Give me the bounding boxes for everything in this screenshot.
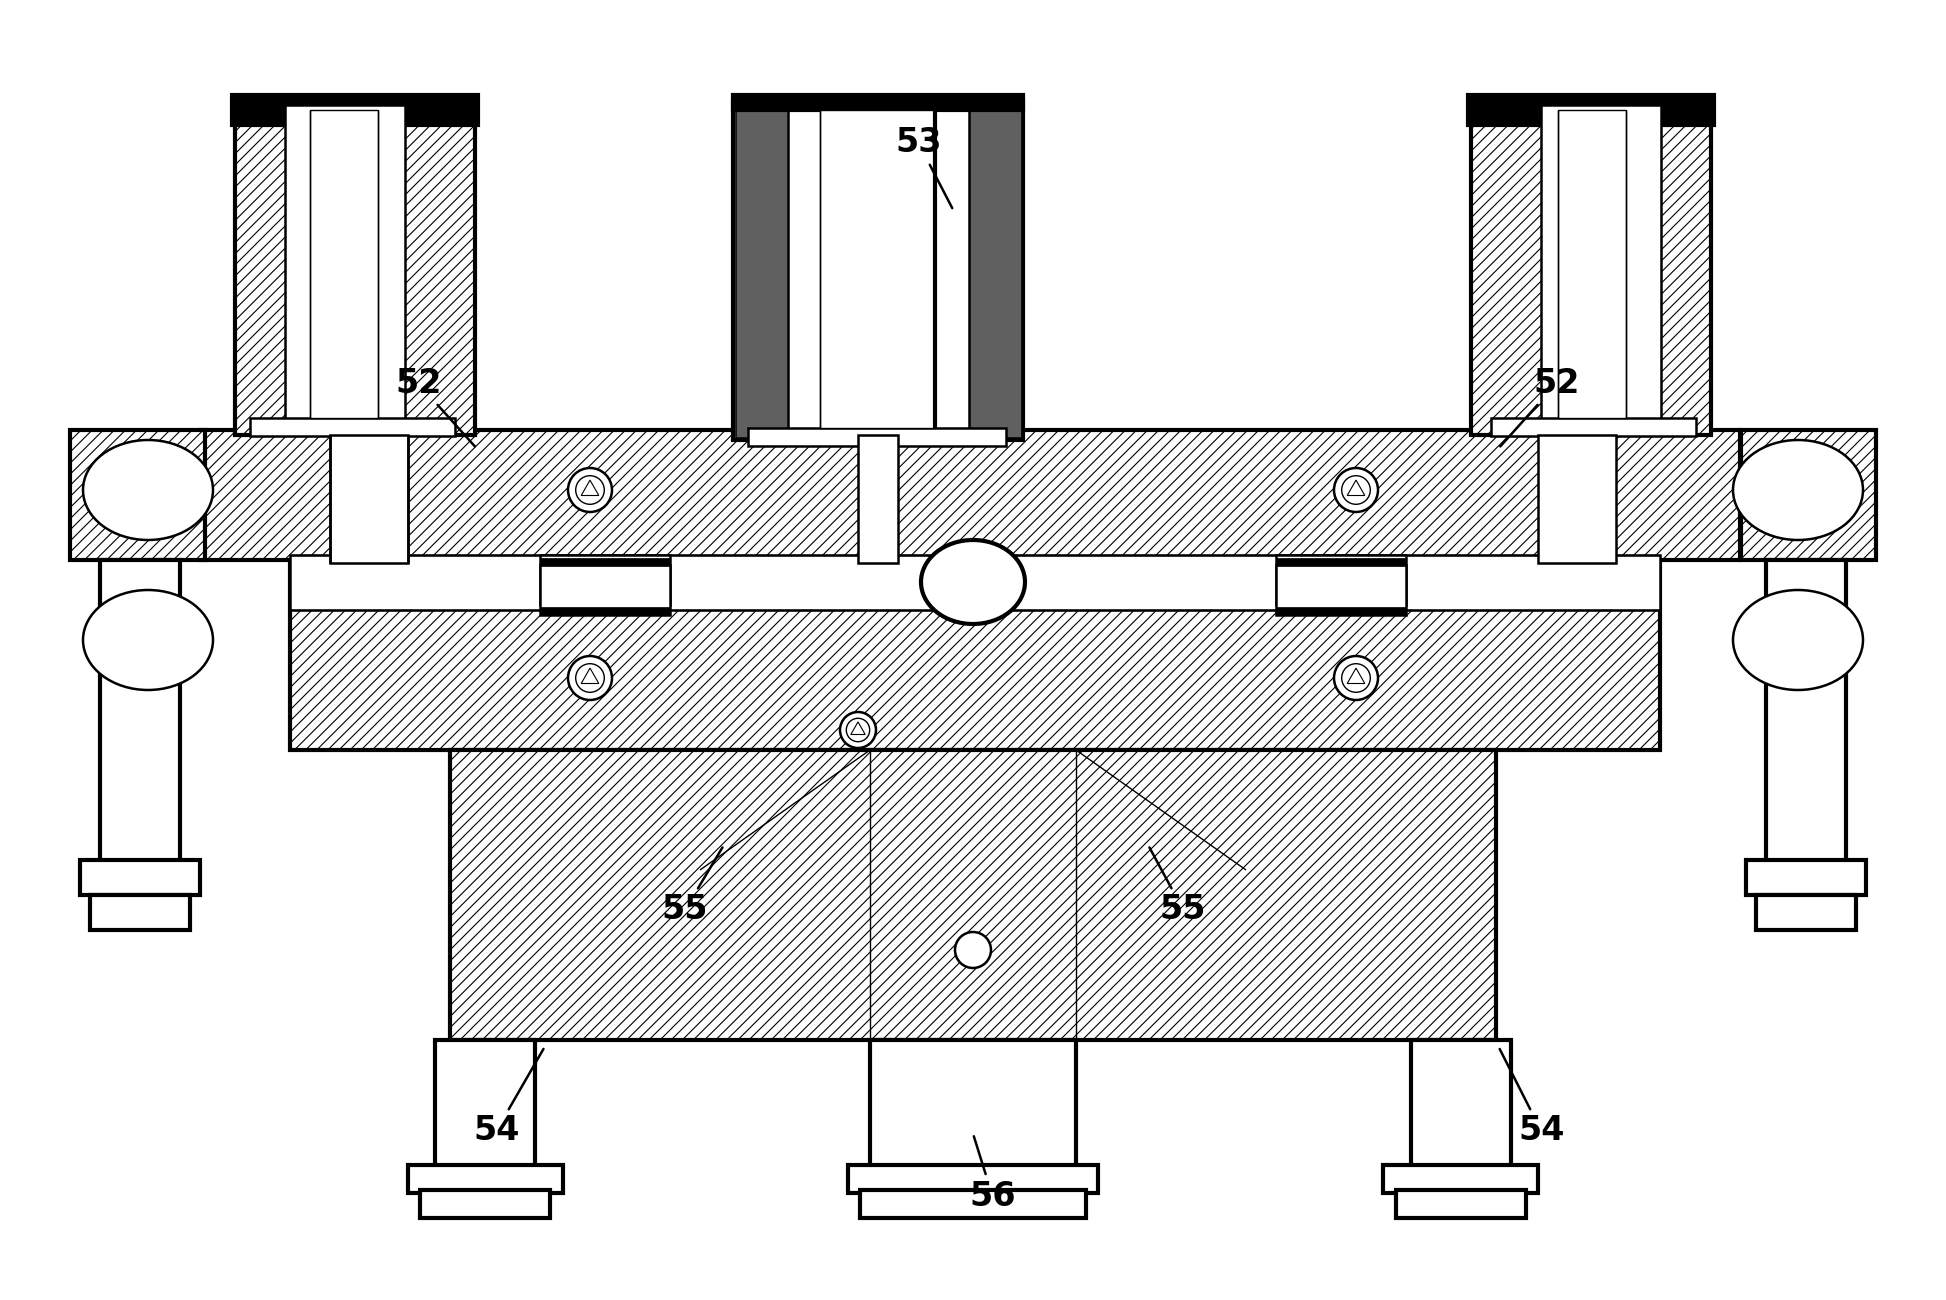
Ellipse shape — [920, 540, 1026, 624]
Bar — [420, 1190, 551, 1218]
Bar — [1742, 430, 1876, 560]
Polygon shape — [582, 480, 599, 495]
Ellipse shape — [1734, 590, 1862, 690]
Text: 53: 53 — [895, 126, 952, 208]
Text: 54: 54 — [473, 1049, 543, 1148]
Bar — [539, 566, 669, 604]
Circle shape — [1341, 664, 1370, 693]
Bar — [539, 555, 669, 615]
Circle shape — [1341, 476, 1370, 504]
Bar — [436, 1040, 535, 1170]
Text: 55: 55 — [1150, 848, 1207, 927]
Bar — [1277, 555, 1407, 615]
Bar — [734, 100, 1024, 439]
Bar — [969, 103, 1022, 437]
Circle shape — [568, 468, 611, 512]
Circle shape — [568, 656, 611, 699]
Bar — [1411, 1040, 1510, 1170]
Bar — [309, 111, 378, 419]
Bar — [819, 111, 934, 428]
Bar — [99, 560, 179, 870]
Text: 52: 52 — [395, 367, 475, 446]
Bar — [200, 430, 1740, 560]
Bar — [290, 555, 1660, 610]
Bar — [860, 1190, 1086, 1218]
Bar — [235, 100, 475, 436]
Polygon shape — [582, 668, 599, 684]
Text: 55: 55 — [662, 848, 722, 927]
Polygon shape — [850, 722, 866, 734]
Ellipse shape — [1734, 439, 1862, 540]
Bar — [858, 436, 897, 563]
Bar — [284, 105, 405, 425]
Circle shape — [841, 712, 876, 748]
Bar — [450, 750, 1496, 1040]
Bar — [736, 103, 788, 437]
Text: 52: 52 — [1500, 367, 1580, 446]
Bar — [1491, 419, 1697, 436]
Bar — [1755, 894, 1856, 930]
Ellipse shape — [84, 590, 212, 690]
Bar — [539, 607, 669, 615]
Text: 54: 54 — [1500, 1049, 1565, 1148]
Polygon shape — [1347, 480, 1364, 495]
Bar — [747, 428, 1006, 446]
Bar — [1559, 111, 1627, 419]
Bar — [249, 419, 455, 436]
Circle shape — [847, 719, 870, 742]
Ellipse shape — [84, 439, 212, 540]
Bar — [232, 95, 479, 125]
Bar — [1537, 436, 1615, 563]
Text: 56: 56 — [969, 1136, 1016, 1213]
Bar — [1277, 607, 1407, 615]
Bar — [1541, 105, 1662, 425]
Bar — [1277, 566, 1407, 604]
Bar — [1277, 558, 1407, 566]
Bar — [290, 560, 1660, 750]
Bar — [539, 558, 669, 566]
Bar — [1467, 95, 1714, 125]
Polygon shape — [1347, 668, 1364, 684]
Bar — [90, 894, 191, 930]
Bar — [1767, 560, 1847, 870]
Bar — [1384, 1165, 1537, 1193]
Bar — [1395, 1190, 1526, 1218]
Circle shape — [576, 476, 605, 504]
Bar — [70, 430, 204, 560]
Bar — [734, 95, 1024, 110]
Bar — [848, 1165, 1098, 1193]
Bar — [1746, 861, 1866, 894]
Bar — [870, 1040, 1076, 1170]
Circle shape — [1335, 656, 1378, 699]
Bar — [80, 861, 200, 894]
Bar — [331, 436, 409, 563]
Bar — [1471, 100, 1711, 436]
Circle shape — [1335, 468, 1378, 512]
Bar — [409, 1165, 562, 1193]
Circle shape — [955, 932, 991, 968]
Bar — [788, 103, 969, 437]
Circle shape — [576, 664, 605, 693]
